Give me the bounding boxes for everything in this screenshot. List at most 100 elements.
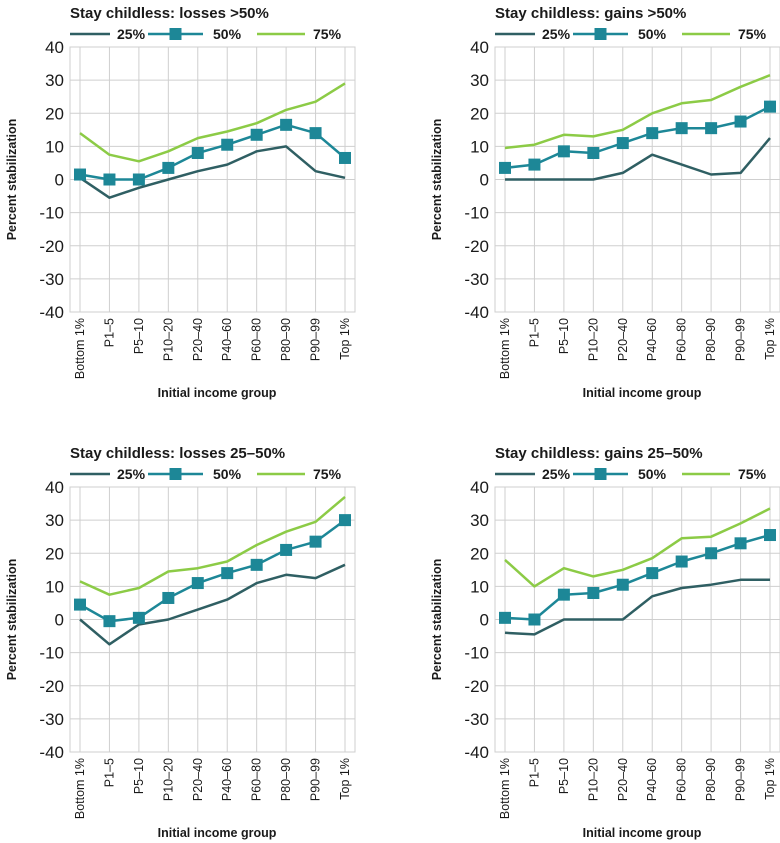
data-point-marker <box>587 147 600 159</box>
x-tick-label: P20–40 <box>616 758 630 801</box>
x-tick-label: P40–60 <box>645 758 659 801</box>
x-tick-label: P80–90 <box>704 318 718 361</box>
data-point-marker <box>734 537 747 550</box>
chart-title: Stay childless: gains >50% <box>495 5 686 22</box>
x-tick-label: Bottom 1% <box>498 758 512 819</box>
legend-square-marker <box>594 468 607 480</box>
y-tick-label: 0 <box>55 611 64 630</box>
series-line-3 <box>504 507 771 588</box>
chart-title: Stay childless: losses >50% <box>70 5 269 22</box>
legend-label-1: 25% <box>542 466 571 482</box>
x-tick-label: P1–5 <box>527 758 541 787</box>
data-point-marker <box>675 122 688 135</box>
x-tick-label: P60–80 <box>675 758 689 801</box>
series-line-2 <box>79 123 346 181</box>
y-tick-label: 30 <box>45 71 64 90</box>
data-point-marker <box>221 567 234 580</box>
data-point-marker <box>221 138 234 151</box>
data-point-marker <box>191 147 204 159</box>
y-tick-label: -20 <box>464 237 489 256</box>
data-point-marker <box>646 567 659 580</box>
legend-square-marker <box>169 28 182 40</box>
y-tick-label: -30 <box>464 270 489 289</box>
data-point-marker <box>528 158 541 171</box>
data-point-marker <box>280 543 293 556</box>
data-point-marker <box>103 615 116 628</box>
data-point-marker <box>309 535 322 548</box>
y-axis-label: Percent stabilization <box>430 119 444 241</box>
x-tick-label: Top 1% <box>763 758 777 800</box>
y-tick-label: 0 <box>55 171 64 190</box>
chart-panel-1: Stay childless: losses >50% 25% 50% 75% 40 30… <box>5 5 356 400</box>
x-tick-label: P20–40 <box>191 758 205 801</box>
y-tick-label: -40 <box>39 743 64 762</box>
y-tick-label: 10 <box>470 577 489 596</box>
data-point-marker <box>132 173 145 186</box>
y-tick-label: 20 <box>470 104 489 123</box>
y-tick-label: 10 <box>470 137 489 156</box>
series-line-1 <box>79 145 346 199</box>
y-tick-label: 40 <box>45 38 64 57</box>
data-point-marker <box>162 161 175 174</box>
data-point-marker <box>162 591 175 604</box>
y-tick-label: -20 <box>464 677 489 696</box>
data-point-marker <box>103 173 116 186</box>
legend-label-2: 50% <box>638 466 667 482</box>
x-tick-label: P80–90 <box>279 318 293 361</box>
data-point-marker <box>309 127 322 140</box>
y-tick-label: 10 <box>45 577 64 596</box>
x-axis-label: Initial income group <box>583 386 702 400</box>
data-point-marker <box>675 555 688 568</box>
x-tick-label: P20–40 <box>616 318 630 361</box>
y-axis-label: Percent stabilization <box>5 119 19 241</box>
y-tick-label: -20 <box>39 677 64 696</box>
y-tick-label: -40 <box>464 303 489 322</box>
data-point-marker <box>557 145 570 158</box>
x-tick-label: P5–10 <box>557 318 571 354</box>
data-point-marker <box>339 151 351 164</box>
legend-square-marker <box>169 468 182 480</box>
x-tick-label: Top 1% <box>338 318 352 360</box>
data-point-marker <box>74 598 86 611</box>
x-tick-label: P20–40 <box>191 318 205 361</box>
data-point-marker <box>132 611 145 624</box>
x-tick-label: P60–80 <box>675 318 689 361</box>
y-tick-label: 30 <box>470 71 489 90</box>
y-tick-label: -10 <box>464 644 489 663</box>
x-tick-label: P40–60 <box>645 318 659 361</box>
data-point-marker <box>734 115 747 128</box>
x-tick-label: P1–5 <box>527 318 541 347</box>
legend-label-3: 75% <box>738 26 767 42</box>
data-point-marker <box>339 514 351 527</box>
chart-title: Stay childless: gains 25–50% <box>495 445 703 462</box>
plot-frame <box>69 486 356 753</box>
x-tick-label: P10–20 <box>161 318 175 361</box>
data-point-marker <box>280 118 293 131</box>
legend-label-2: 50% <box>638 26 667 42</box>
data-point-marker <box>528 613 541 626</box>
y-axis-label: Percent stabilization <box>5 559 19 681</box>
series-line-2 <box>504 105 771 170</box>
data-point-marker <box>616 137 629 150</box>
series-line-3 <box>79 82 346 163</box>
data-point-marker <box>705 547 718 560</box>
y-tick-label: 0 <box>480 611 489 630</box>
legend-label-1: 25% <box>117 26 146 42</box>
data-point-marker <box>587 587 600 599</box>
series-line-1 <box>79 563 346 646</box>
series-line-2 <box>79 519 346 623</box>
series-line-3 <box>79 495 346 596</box>
legend-label-1: 25% <box>117 466 146 482</box>
data-point-marker <box>646 127 659 140</box>
data-point-marker <box>191 577 204 590</box>
x-tick-label: Bottom 1% <box>73 318 87 379</box>
y-tick-label: -40 <box>39 303 64 322</box>
x-tick-label: P10–20 <box>586 758 600 801</box>
plot-frame <box>494 486 780 753</box>
x-tick-label: Top 1% <box>763 318 777 360</box>
series-line-3 <box>504 74 771 150</box>
data-point-marker <box>250 558 263 571</box>
x-tick-label: P80–90 <box>279 758 293 801</box>
x-tick-label: P1–5 <box>102 318 116 347</box>
